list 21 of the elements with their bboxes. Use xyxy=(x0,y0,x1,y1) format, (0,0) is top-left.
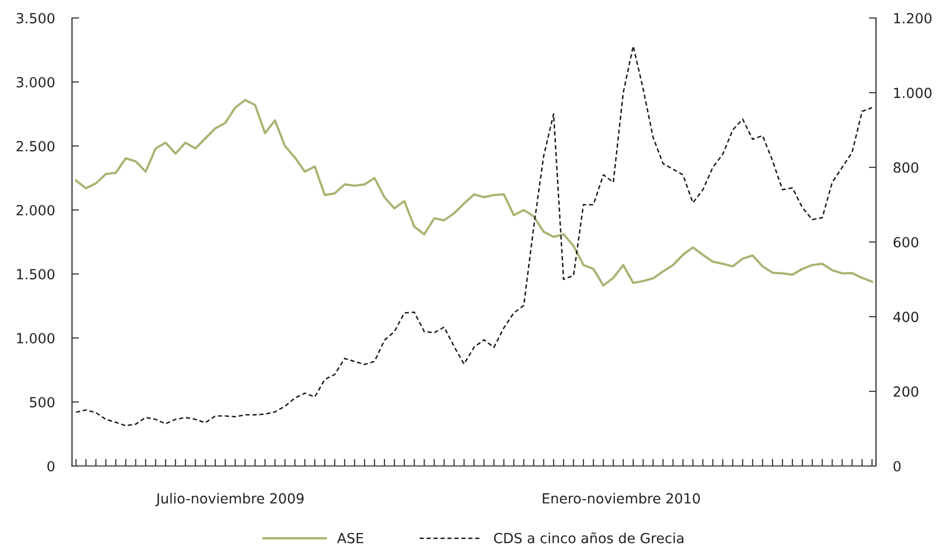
legend-label: ASE xyxy=(337,532,364,544)
y-tick-label: 500 xyxy=(30,396,54,408)
y-tick-label: 3.000 xyxy=(16,76,54,88)
line-series xyxy=(74,98,874,287)
y2-tick-label: 1.200 xyxy=(894,12,932,24)
y2-tick-label: 800 xyxy=(894,162,918,173)
y-tick-label: 3.500 xyxy=(16,12,54,24)
legend-label: CDS a cinco años de Grecia xyxy=(494,532,684,544)
text: Enero-noviembre 2010 xyxy=(542,492,700,504)
y2-tick-label: 600 xyxy=(894,236,918,248)
y2-tick-label: 200 xyxy=(894,386,918,397)
y2-tick-label: 1.000 xyxy=(894,88,932,98)
y-tick-label: 2.000 xyxy=(16,204,54,216)
y-tick-label: 0 xyxy=(47,460,54,472)
line-series xyxy=(75,45,873,426)
y-tick-label: 1.000 xyxy=(17,332,54,344)
text: Julio-noviembre 2009 xyxy=(155,492,304,506)
y-tick-label: 2.500 xyxy=(16,140,54,152)
y2-tick-label: 0 xyxy=(894,460,901,472)
y2-tick-label: 400 xyxy=(893,312,918,322)
y-tick-label: 1.500 xyxy=(17,268,54,280)
